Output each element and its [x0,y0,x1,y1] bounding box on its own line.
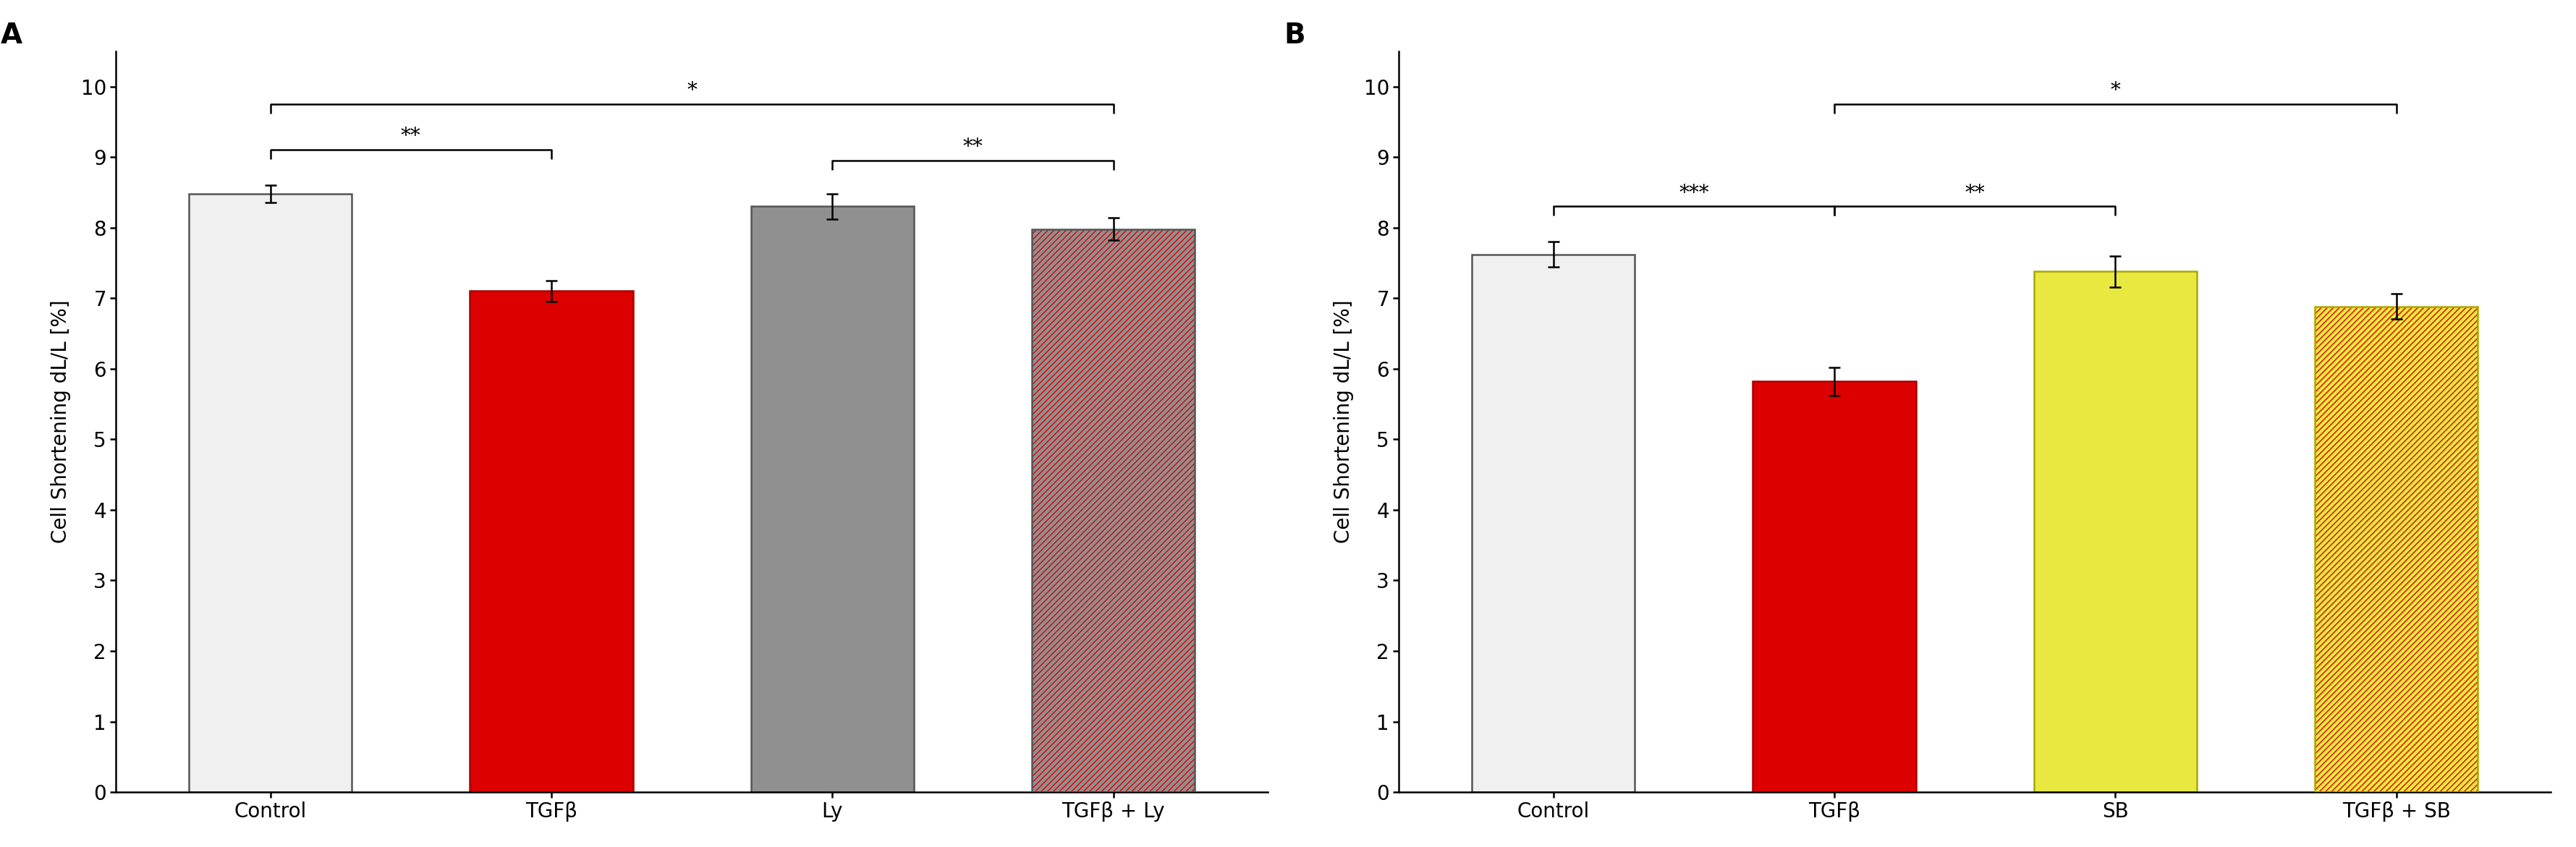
Text: **: ** [963,137,984,157]
Text: **: ** [402,127,420,147]
Bar [1033,229,1195,792]
Bar [2316,307,2478,792]
Text: *: * [688,81,698,101]
Bar [469,291,634,792]
Y-axis label: Cell Shortening dL/L [%]: Cell Shortening dL/L [%] [1334,300,1352,544]
Text: *: * [2110,81,2120,101]
Y-axis label: Cell Shortening dL/L [%]: Cell Shortening dL/L [%] [52,300,70,544]
Bar [1471,254,1636,792]
Bar [2035,271,2197,792]
Text: ***: *** [1680,184,1708,203]
Bar [1033,229,1195,792]
Bar [1033,229,1195,792]
Bar [2316,307,2478,792]
Bar [2316,307,2478,792]
Bar [1752,381,1917,792]
Text: B: B [1283,21,1306,49]
Bar [188,194,353,792]
Text: **: ** [1965,184,1986,203]
Bar [750,207,914,792]
Text: A: A [0,21,23,49]
